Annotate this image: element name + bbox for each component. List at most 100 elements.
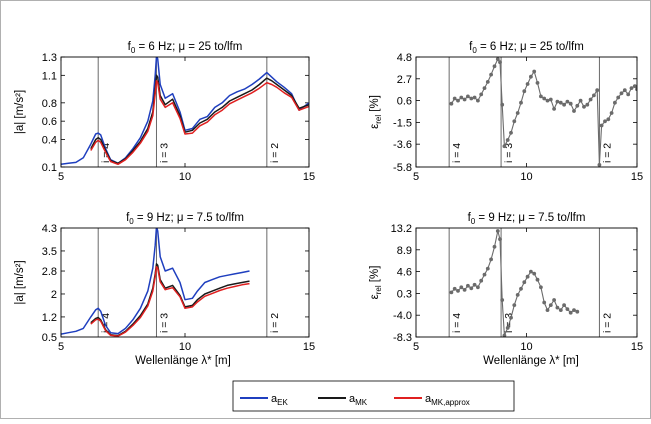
chart-br-point-19 xyxy=(509,315,513,320)
chart-tr-y-tick-label-1: -3.6 xyxy=(393,139,412,151)
chart-tr-point-57 xyxy=(632,84,637,88)
chart-br-point-24 xyxy=(525,274,530,279)
chart-tr-point-4 xyxy=(462,97,467,102)
chart-tr-point-12 xyxy=(489,72,493,77)
chart-bl-title: f0 = 9 Hz; μ = 7.5 to/lfm xyxy=(126,212,244,226)
chart-br-point-29 xyxy=(542,300,547,305)
chart-br-point-27 xyxy=(535,277,540,282)
chart-bl-x-tick-label-1: 10 xyxy=(179,341,191,353)
chart-tr-point-10 xyxy=(482,86,487,90)
chart-tr-point-35 xyxy=(562,102,566,107)
chart-tr-frame xyxy=(415,56,638,168)
legend-label-mk: aMK xyxy=(349,393,368,407)
chart-br-point-9 xyxy=(479,278,484,283)
chart-tr-point-14 xyxy=(495,57,500,61)
chart-br-title: f0 = 9 Hz; μ = 7.5 to/lfm xyxy=(468,212,586,226)
chart-tr-point-27 xyxy=(535,81,540,85)
chart-br-point-22 xyxy=(519,286,523,291)
chart-br-plot-area xyxy=(416,228,637,337)
chart-tr-point-11 xyxy=(485,80,490,84)
chart-tr-point-21 xyxy=(515,111,520,115)
chart-br-point-35 xyxy=(562,303,566,307)
chart-bl-frame xyxy=(60,227,310,338)
chart-tr-point-19 xyxy=(509,130,513,135)
chart-bl-y-tick-label-2: 2 xyxy=(51,289,57,301)
chart-br-vline-label-2: i = 2 xyxy=(601,313,613,333)
chart-tr-point-52 xyxy=(616,95,621,100)
chart-tr-x-tick-label-2: 15 xyxy=(631,171,643,183)
chart-tr-point-36 xyxy=(565,99,570,104)
chart-tr-point-9 xyxy=(479,92,484,97)
chart-bl-y-tick-label-5: 4.3 xyxy=(42,223,57,235)
chart-br-point-28 xyxy=(539,285,543,290)
chart-tr-x-tick-label-0: 5 xyxy=(413,171,419,183)
chart-br-point-30 xyxy=(545,308,550,312)
chart-tr-point-25 xyxy=(529,74,533,79)
chart-br-point-20 xyxy=(512,303,517,307)
chart-br-point-26 xyxy=(532,271,537,276)
chart-br-point-3 xyxy=(459,285,464,290)
chart-tr-point-49 xyxy=(606,117,611,122)
chart-br-point-8 xyxy=(476,285,480,290)
chart-br-frame xyxy=(415,227,638,338)
legend-label-mk-approx: aMK,approx xyxy=(425,393,470,407)
chart-br-y-tick-label-2: 0.3 xyxy=(397,288,412,300)
chart-br-point-33 xyxy=(555,305,560,310)
chart-br-point-10 xyxy=(482,272,487,277)
chart-br-point-31 xyxy=(548,303,553,307)
chart-tl-x-tick-label-2: 15 xyxy=(303,171,315,183)
chart-tr-vline-label-2: i = 2 xyxy=(601,143,613,163)
chart-bl-series-a-mk-approx xyxy=(90,265,250,337)
chart-br-point-15 xyxy=(498,237,502,242)
chart-br-x-tick-label-1: 10 xyxy=(520,341,532,353)
chart-bl-x-tick-label-0: 5 xyxy=(58,341,64,353)
chart-br-point-0 xyxy=(449,290,454,295)
chart-tr-y-tick-label-0: -5.8 xyxy=(393,162,412,174)
chart-tr-point-17 xyxy=(502,144,507,149)
chart-tr-title: f0 = 6 Hz; μ = 25 to/lfm xyxy=(469,41,584,55)
chart-tr-point-54 xyxy=(622,88,627,93)
chart-tr-x-tick-label-1: 10 xyxy=(520,171,532,183)
chart-tr-point-24 xyxy=(525,82,530,86)
chart-br-point-14 xyxy=(495,229,500,233)
chart-br-y-tick-label-0: -8.3 xyxy=(393,332,412,344)
chart-br-point-39 xyxy=(575,309,580,314)
chart-tr-point-6 xyxy=(469,96,474,101)
chart-br-series-rel xyxy=(450,230,578,337)
chart-tr-point-50 xyxy=(609,111,614,115)
chart-br-point-34 xyxy=(558,308,563,312)
chart-tl-y-axis-label: |a| [m/s²] xyxy=(14,90,26,134)
chart-tr-point-51 xyxy=(613,100,617,105)
chart-tr-point-44 xyxy=(592,93,596,98)
chart-br-x-tick-label-2: 15 xyxy=(631,341,643,353)
chart-tr-point-47 xyxy=(599,123,604,128)
chart-tl-y-tick-label-1: 0.4 xyxy=(42,135,57,147)
chart-tr-point-23 xyxy=(522,89,527,94)
chart-tr-point-55 xyxy=(626,92,631,97)
chart-tr-point-8 xyxy=(476,98,480,103)
chart-br-point-25 xyxy=(529,269,533,274)
chart-tr-point-26 xyxy=(532,69,537,74)
chart-tr-point-37 xyxy=(568,101,573,106)
chart-bl-plot-area xyxy=(61,228,309,337)
chart-tr-y-tick-label-2: -1.5 xyxy=(393,117,412,129)
chart-br-point-18 xyxy=(505,326,510,330)
chart-bl-y-tick-label-4: 3.5 xyxy=(42,246,57,258)
chart-tr-point-41 xyxy=(582,104,586,109)
chart-tr-point-42 xyxy=(585,102,590,107)
chart-tl-y-tick-label-3: 0.8 xyxy=(42,98,57,110)
chart-bl-vline-label-2: i = 2 xyxy=(269,313,281,333)
chart-tr-point-22 xyxy=(519,100,523,105)
chart-tr-point-18 xyxy=(505,138,510,142)
chart-tr-point-43 xyxy=(588,97,593,102)
chart-tr-point-31 xyxy=(548,97,553,102)
chart-br-y-tick-label-3: 4.6 xyxy=(397,267,412,279)
chart-tr-vline-label-1: i = 3 xyxy=(503,143,515,163)
chart-br-point-23 xyxy=(522,280,527,285)
chart-br-x-tick-label-0: 5 xyxy=(413,341,419,353)
chart-bl-x-tick-label-2: 15 xyxy=(303,341,315,353)
chart-tr-point-30 xyxy=(545,98,550,103)
